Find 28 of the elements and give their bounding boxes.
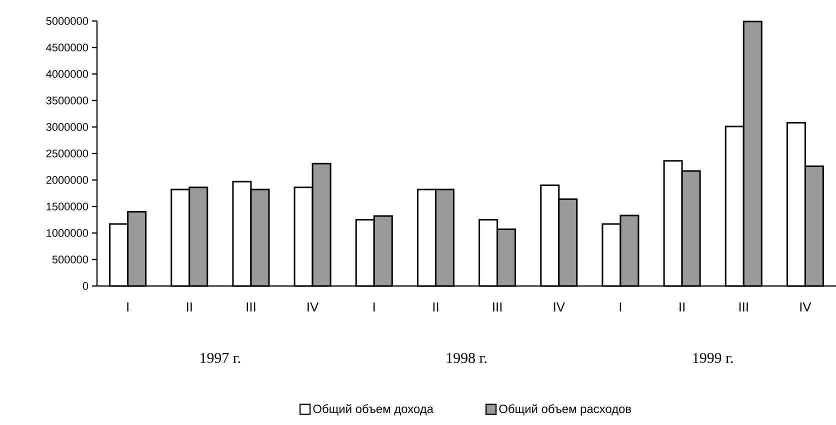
text: 1998 г.	[446, 352, 486, 364]
text: 1999 г.	[693, 352, 733, 364]
x-tick-label: IV	[554, 302, 565, 312]
x-tick-label: II	[433, 302, 438, 312]
x-tick-label: II	[186, 302, 192, 312]
legend-label: Общий объем расходов	[499, 404, 632, 416]
y-tick-label: 500000	[52, 256, 88, 264]
x-tick-label: III	[493, 302, 502, 312]
y-tick-label: 2500000	[46, 150, 88, 158]
y-tick-label: 1000000	[46, 229, 88, 237]
x-tick-label: I	[374, 302, 375, 312]
y-tick-label: 1500000	[46, 202, 88, 210]
y-tick-label: 4000000	[46, 70, 88, 78]
text: 1997 г.	[200, 352, 240, 364]
x-tick-label: I	[620, 302, 622, 312]
y-tick-label: 5000000	[46, 17, 88, 25]
x-tick-label: IV	[308, 302, 319, 312]
y-tick-label: 3500000	[46, 96, 88, 104]
x-tick-label: III	[246, 302, 256, 312]
legend-label: Общий объем дохода	[313, 404, 434, 416]
y-tick-label: 3000000	[46, 123, 88, 131]
x-tick-label: II	[680, 302, 684, 312]
x-tick-label: I	[127, 302, 128, 312]
x-tick-label: IV	[800, 302, 812, 312]
y-tick-label: 4500000	[46, 44, 88, 52]
y-tick-label: 0	[82, 282, 88, 290]
y-tick-label: 2000000	[46, 176, 88, 184]
x-tick-label: III	[739, 302, 748, 312]
